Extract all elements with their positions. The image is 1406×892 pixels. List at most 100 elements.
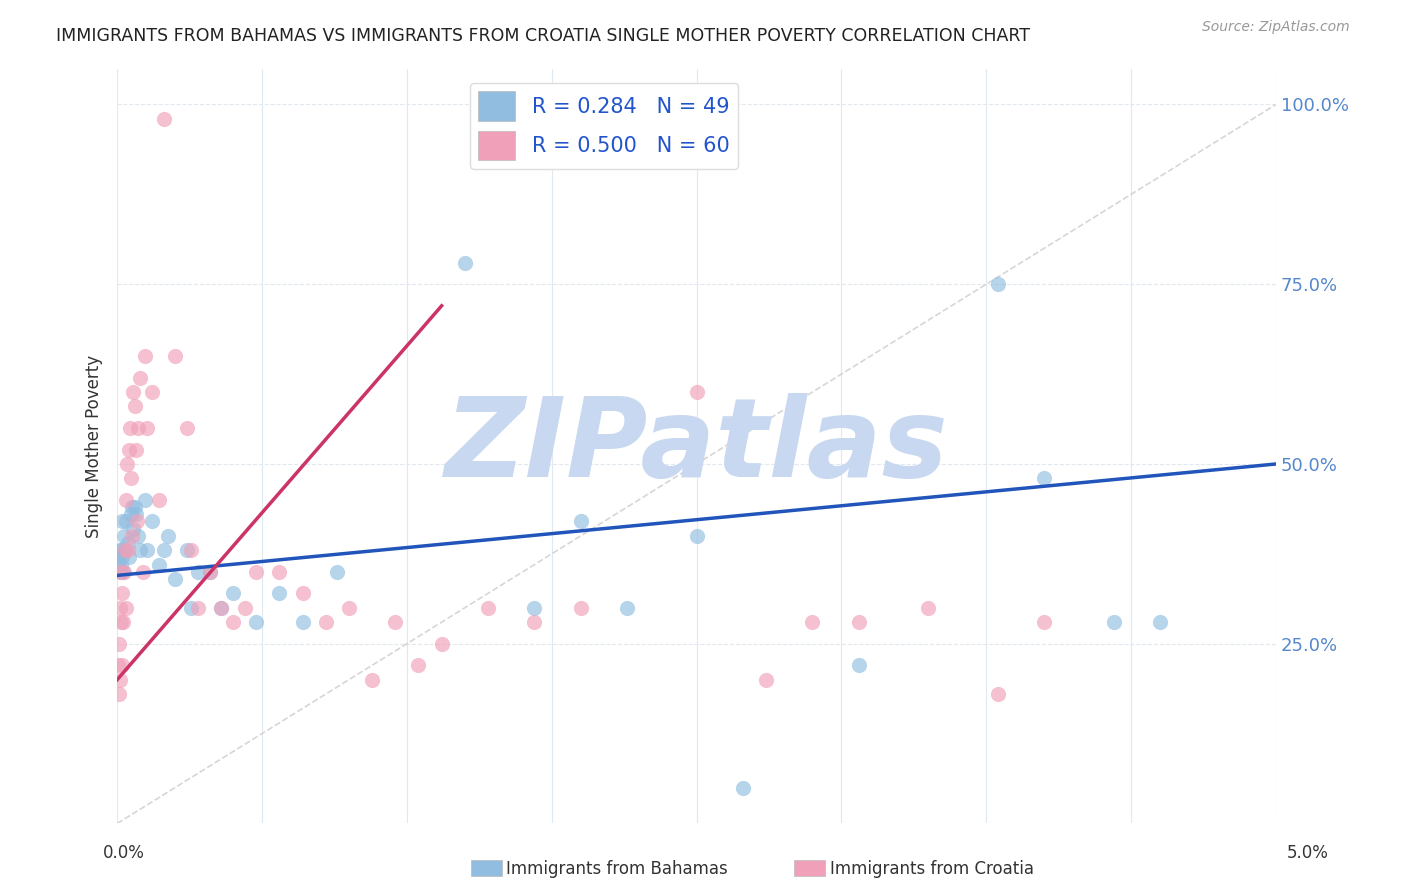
Point	[108, 600, 131, 615]
Point	[129, 543, 152, 558]
Point	[148, 492, 170, 507]
Point	[112, 565, 135, 579]
Point	[134, 349, 156, 363]
Point	[326, 565, 349, 579]
Point	[245, 565, 267, 579]
Point	[180, 600, 202, 615]
Point	[111, 550, 134, 565]
Point	[152, 543, 174, 558]
Point	[136, 421, 159, 435]
Point	[127, 421, 149, 435]
Point	[187, 565, 209, 579]
Point	[731, 780, 754, 795]
Point	[616, 600, 638, 615]
Point	[569, 600, 592, 615]
Point	[129, 370, 152, 384]
Point	[152, 112, 174, 126]
Text: Immigrants from Bahamas: Immigrants from Bahamas	[506, 860, 728, 878]
Point	[122, 385, 145, 400]
Point	[121, 500, 143, 515]
Point	[107, 558, 129, 572]
Point	[125, 515, 148, 529]
Point	[117, 536, 139, 550]
Point	[108, 543, 131, 558]
Point	[107, 658, 129, 673]
Point	[115, 515, 138, 529]
Point	[361, 673, 384, 687]
Point	[685, 385, 707, 400]
Point	[110, 615, 132, 629]
Point	[755, 673, 778, 687]
Text: Immigrants from Croatia: Immigrants from Croatia	[830, 860, 1033, 878]
Point	[111, 586, 134, 600]
Point	[245, 615, 267, 629]
Point	[222, 586, 245, 600]
Text: 0.0%: 0.0%	[103, 844, 145, 862]
Point	[917, 600, 939, 615]
Point	[148, 558, 170, 572]
Point	[121, 529, 143, 543]
Point	[141, 385, 163, 400]
Point	[115, 492, 138, 507]
Point	[108, 550, 131, 565]
Point	[134, 492, 156, 507]
Point	[187, 600, 209, 615]
Point	[125, 508, 148, 522]
Text: 5.0%: 5.0%	[1286, 844, 1329, 862]
Point	[108, 637, 131, 651]
Point	[108, 565, 131, 579]
Point	[1102, 615, 1125, 629]
Point	[127, 529, 149, 543]
Point	[523, 615, 546, 629]
Point	[477, 600, 499, 615]
Point	[454, 255, 477, 269]
Point	[165, 572, 187, 586]
Point	[211, 600, 233, 615]
Point	[291, 615, 314, 629]
Point	[430, 637, 453, 651]
Text: Source: ZipAtlas.com: Source: ZipAtlas.com	[1202, 20, 1350, 34]
Point	[131, 565, 153, 579]
Point	[120, 508, 142, 522]
Point	[408, 658, 430, 673]
Point	[337, 600, 360, 615]
Point	[120, 471, 142, 485]
Point	[111, 658, 134, 673]
Point	[176, 543, 198, 558]
Point	[616, 112, 638, 126]
Text: IMMIGRANTS FROM BAHAMAS VS IMMIGRANTS FROM CROATIA SINGLE MOTHER POVERTY CORRELA: IMMIGRANTS FROM BAHAMAS VS IMMIGRANTS FR…	[56, 27, 1031, 45]
Point	[211, 600, 233, 615]
Point	[124, 500, 146, 515]
Point	[114, 543, 136, 558]
Point	[114, 543, 136, 558]
Point	[315, 615, 337, 629]
Point	[124, 400, 146, 414]
Point	[801, 615, 824, 629]
Point	[110, 543, 132, 558]
Point	[848, 615, 870, 629]
Point	[198, 565, 221, 579]
Point	[110, 565, 132, 579]
Point	[122, 522, 145, 536]
Point	[1149, 615, 1171, 629]
Point	[269, 586, 291, 600]
Point	[118, 421, 141, 435]
Point	[685, 529, 707, 543]
Point	[111, 515, 134, 529]
Point	[107, 687, 129, 701]
Point	[180, 543, 202, 558]
Point	[291, 586, 314, 600]
Point	[1033, 615, 1056, 629]
Point	[125, 442, 148, 457]
Point	[112, 529, 135, 543]
Point	[110, 558, 132, 572]
Point	[987, 687, 1010, 701]
Point	[111, 565, 134, 579]
Point	[233, 600, 256, 615]
Point	[118, 442, 141, 457]
Point	[118, 550, 141, 565]
Point	[222, 615, 245, 629]
Point	[198, 565, 221, 579]
Point	[141, 515, 163, 529]
Point	[117, 543, 139, 558]
